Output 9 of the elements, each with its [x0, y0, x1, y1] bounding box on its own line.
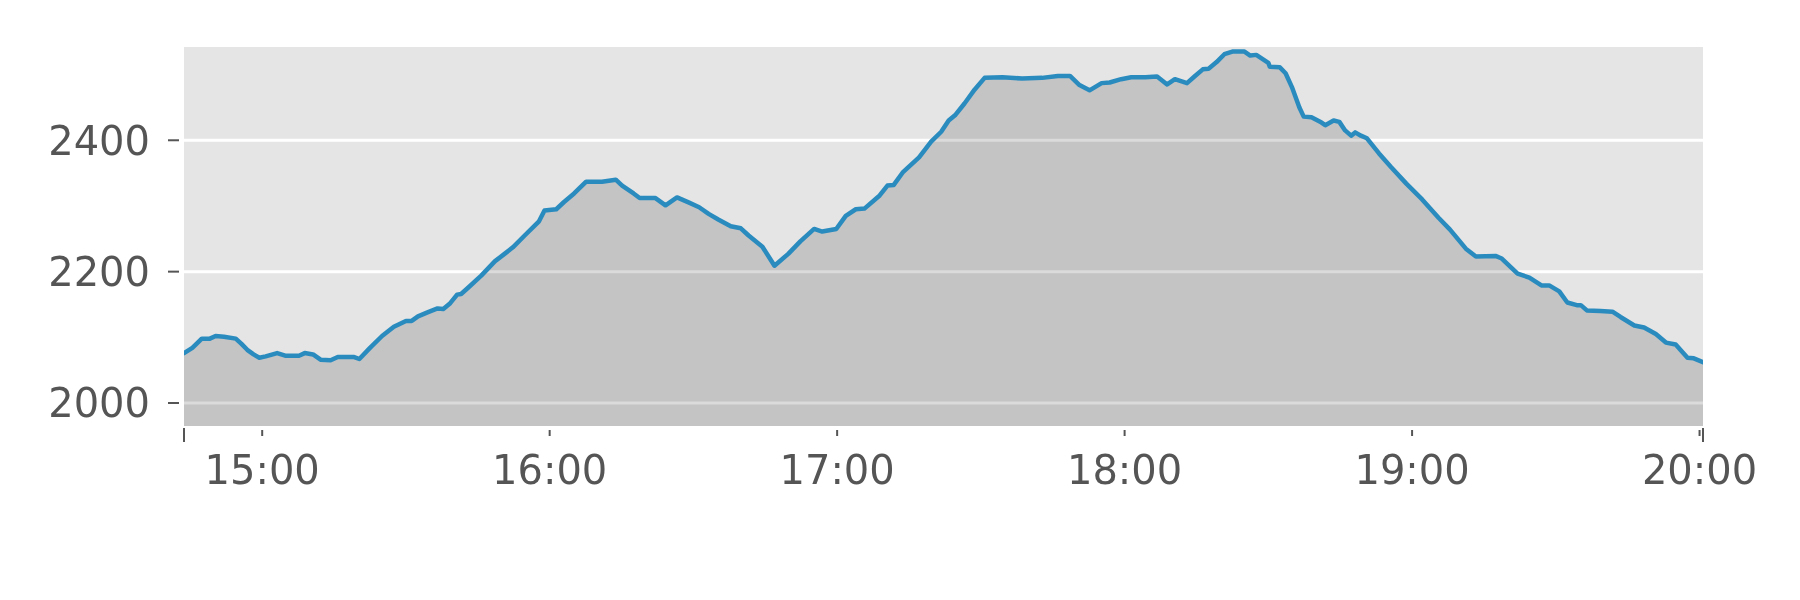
x-tick-label: 17:00: [779, 447, 895, 493]
y-tick-label: 2400: [48, 117, 150, 164]
x-tick-label: 19:00: [1354, 447, 1470, 493]
x-tick-label: 20:00: [1641, 447, 1758, 493]
y-tick-label: 2000: [48, 380, 150, 427]
x-tick-label: 15:00: [204, 447, 320, 493]
x-tick-label: 18:00: [1066, 447, 1183, 493]
y-tick-label: 2200: [48, 249, 150, 296]
x-tick-label: 16:00: [492, 447, 608, 493]
